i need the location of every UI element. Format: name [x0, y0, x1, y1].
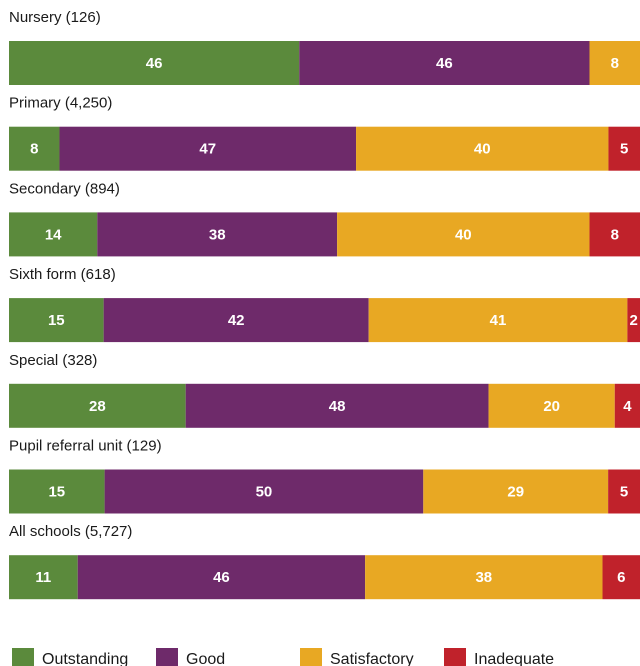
bar-segment-inadequate	[589, 212, 640, 257]
bar-segment-inadequate	[608, 469, 640, 514]
value-label: 8	[611, 226, 619, 243]
category-label: Pupil referral unit (129)	[9, 438, 162, 455]
value-label: 15	[48, 484, 65, 501]
bar-segment-good	[299, 41, 590, 85]
bar-segment-satisfactory	[356, 126, 609, 171]
legend-label: Inadequate	[474, 651, 554, 666]
value-label: 28	[89, 398, 106, 415]
value-label: 4	[623, 398, 632, 415]
value-label: 5	[620, 141, 628, 158]
category-label: Special (328)	[9, 352, 97, 369]
value-label: 5	[620, 484, 628, 501]
bar-segment-inadequate	[608, 126, 640, 171]
value-label: 20	[543, 398, 560, 415]
legend-item: Inadequate	[444, 648, 554, 666]
value-label: 14	[45, 226, 62, 243]
value-label: 38	[475, 569, 492, 586]
value-label: 46	[146, 55, 163, 72]
value-label: 8	[611, 55, 619, 72]
category-label: Primary (4,250)	[9, 95, 112, 112]
legend-label: Good	[186, 651, 225, 666]
bar-segment-inadequate	[614, 383, 640, 428]
legend-item: Outstanding	[12, 648, 128, 666]
bar-group: Sixth form (618) 15 42 41 2	[9, 266, 640, 343]
value-label: 40	[474, 141, 491, 158]
legend-label: Outstanding	[42, 651, 128, 666]
value-label: 46	[213, 569, 230, 586]
legend-item: Good	[156, 648, 225, 666]
bar-segment-satisfactory	[488, 383, 615, 428]
bar-segment-outstanding	[9, 383, 186, 428]
legend-swatch	[12, 648, 34, 666]
value-label: 8	[30, 141, 38, 158]
value-label: 15	[48, 312, 65, 329]
bar-segment-good	[97, 212, 338, 257]
value-label: 50	[256, 484, 273, 501]
value-label: 29	[507, 484, 524, 501]
bar-segment-good	[104, 469, 424, 514]
bar-segment-outstanding	[9, 126, 60, 171]
value-label: 42	[228, 312, 245, 329]
legend-swatch	[444, 648, 466, 666]
value-label: 48	[329, 398, 346, 415]
legend-swatch	[300, 648, 322, 666]
category-label: Sixth form (618)	[9, 266, 116, 283]
value-label: 38	[209, 226, 226, 243]
value-label: 11	[35, 569, 51, 586]
bar-segment-outstanding	[9, 212, 98, 257]
bar-segment-good	[59, 126, 357, 171]
legend-swatch	[156, 648, 178, 666]
bar-segment-satisfactory	[589, 41, 640, 85]
bar-segment-good	[77, 555, 366, 600]
value-label: 40	[455, 226, 472, 243]
category-label: Secondary (894)	[9, 180, 120, 197]
bar-segment-satisfactory	[368, 298, 628, 343]
value-label: 41	[490, 312, 507, 329]
category-label: All schools (5,727)	[9, 523, 132, 540]
bar-segment-satisfactory	[337, 212, 590, 257]
bar-segment-outstanding	[9, 298, 104, 343]
bar-group: Secondary (894) 14 38 40 8	[9, 180, 640, 257]
bar-segment-outstanding	[9, 41, 300, 85]
bar-segment-satisfactory	[365, 555, 603, 600]
value-label: 47	[199, 141, 216, 158]
legend: Outstanding Good Satisfactory Inadequate	[12, 648, 554, 666]
bar-segment-outstanding	[9, 555, 78, 600]
bar-segment-good	[103, 298, 369, 343]
value-label: 46	[436, 55, 453, 72]
bar-segment-inadequate	[602, 555, 640, 600]
bar-group: Nursery (126) 46 46 8	[9, 9, 640, 85]
value-label: 2	[630, 312, 638, 329]
bar-segment-inadequate	[627, 298, 640, 343]
bar-group: All schools (5,727) 11 46 38 6	[9, 523, 640, 600]
legend-item: Satisfactory	[300, 648, 414, 666]
bar-segment-satisfactory	[423, 469, 609, 514]
bar-segment-outstanding	[9, 469, 105, 514]
bar-segment-good	[185, 383, 489, 428]
bar-group: Special (328) 28 48 20 4	[9, 352, 640, 428]
legend-label: Satisfactory	[330, 651, 414, 666]
bar-group: Pupil referral unit (129) 15 50 29 5	[9, 438, 640, 514]
value-label: 6	[617, 569, 625, 586]
bar-group: Primary (4,250) 8 47 40 5	[9, 95, 640, 171]
category-label: Nursery (126)	[9, 9, 101, 26]
